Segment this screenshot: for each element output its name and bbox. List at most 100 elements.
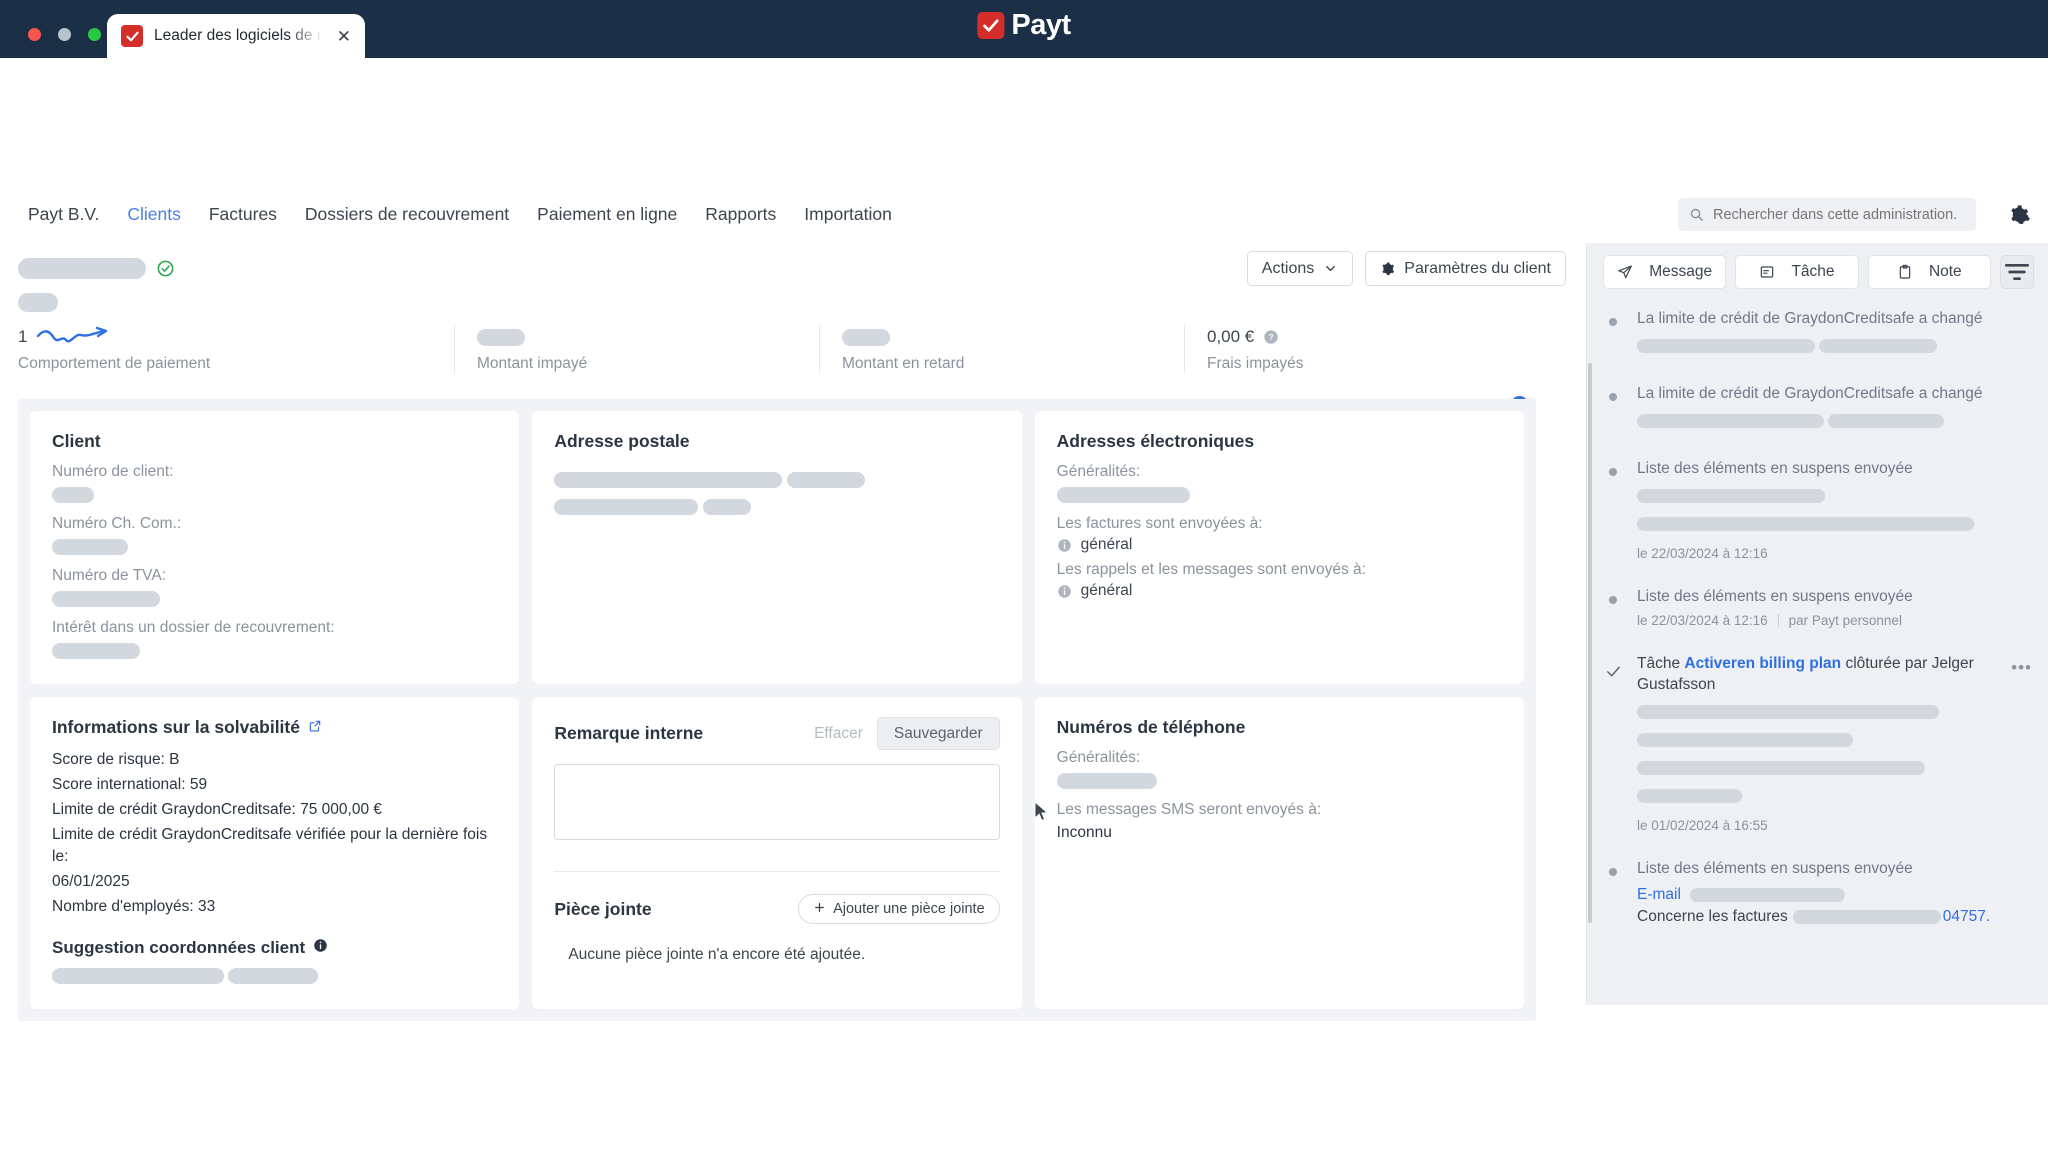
feed-item[interactable]: Liste des éléments en suspens envoyée le… [1603,459,2032,561]
search-input[interactable] [1713,206,1965,223]
nav-item-payt-bv[interactable]: Payt B.V. [28,203,100,224]
browser-tab-title: Leader des logiciels de re [154,27,326,44]
suggestion-line-1-redacted [52,968,224,984]
help-circle-icon[interactable]: ? [1263,329,1279,345]
info-icon[interactable] [1057,538,1072,553]
solvency-line-risk-score: Score de risque: B [52,751,180,768]
card-internal-remark: Remarque interne Effacer Sauvegarder Piè… [532,697,1022,1009]
verified-check-icon [156,259,175,278]
activity-sidebar: Message Tâche Note La limite de crédit d… [1586,243,2048,1005]
feed-item-title: La limite de crédit de GraydonCreditsafe… [1637,384,1983,402]
plus-icon [813,901,826,918]
card-client-title: Client [52,431,101,451]
suggestion-title-text: Suggestion coordonnées client [52,938,306,957]
feed-item-timestamp: le 22/03/2024 à 12:16 [1637,545,1768,561]
feed-item-redacted-line [1637,488,1825,503]
feed-item-timestamp: le 22/03/2024 à 12:16 [1637,612,1768,628]
gear-icon[interactable] [2008,204,2030,226]
nav-item-factures[interactable]: Factures [208,203,277,224]
feed-item-meta: le 01/02/2024 à 16:55 [1637,818,2032,833]
new-task-button[interactable]: Tâche [1735,255,1859,289]
card-client: Client Numéro de client: Numéro Ch. Com.… [30,411,520,684]
card-phone-numbers: Numéros de téléphone Généralités: Les me… [1034,697,1524,1009]
activity-feed[interactable]: La limite de crédit de GraydonCreditsafe… [1587,301,2048,1001]
client-header [18,258,175,317]
feed-item[interactable]: La limite de crédit de GraydonCreditsafe… [1603,309,2032,358]
external-link-icon[interactable] [308,717,322,738]
close-icon[interactable]: ✕ [336,26,351,46]
new-message-button[interactable]: Message [1603,255,1727,289]
card-phones-title: Numéros de téléphone [1056,717,1246,737]
stats-row: 1 Comportement de paiement Montant impay… [18,325,1536,439]
internal-remark-textarea[interactable] [554,764,1000,840]
feed-item-title: Liste des éléments en suspens envoyée [1637,587,1913,605]
attachment-title: Pièce jointe [554,898,652,919]
feed-item-task[interactable]: Tâche Activeren billing plan clôturée pa… [1603,654,2032,833]
feed-item-meta: le 22/03/2024 à 12:16 par Payt personnel [1637,613,2032,628]
phones-sms-value: Inconnu [1056,824,1112,841]
nav-item-importation[interactable]: Importation [804,203,892,224]
filter-button[interactable] [1999,255,2034,289]
client-name-redacted [18,258,146,279]
save-remark-button[interactable]: Sauvegarder [876,717,1000,750]
maximize-window-button[interactable] [88,28,101,41]
nav-item-dossiers[interactable]: Dossiers de recouvrement [304,203,510,224]
solvency-line-international-score: Score international: 59 [52,776,208,793]
browser-tab[interactable]: Leader des logiciels de re ✕ [107,14,365,58]
task-link[interactable]: Activeren billing plan [1684,654,1842,672]
email-value-redacted [1689,888,1845,903]
clear-remark-button[interactable]: Effacer [814,724,863,742]
sidebar-scrollbar[interactable] [1588,363,1592,923]
actions-button[interactable]: Actions [1246,251,1354,286]
window-controls [28,28,101,41]
add-attachment-button[interactable]: Ajouter une pièce jointe [798,894,1000,924]
feed-item-author: par Payt personnel [1788,612,1902,628]
minimize-window-button[interactable] [58,28,71,41]
check-icon [1603,654,1623,833]
invoice-number-suffix[interactable]: 04757. [1942,908,1991,926]
feed-item[interactable]: Liste des éléments en suspens envoyée E-… [1603,859,2032,927]
email-link[interactable]: E-mail [1637,886,1681,904]
client-settings-button[interactable]: Paramètres du client [1365,251,1566,286]
new-task-label: Tâche [1791,263,1835,280]
info-icon[interactable] [313,938,328,958]
feed-item-redacted-line [1819,338,1938,353]
nav-right-tools [1678,198,2030,231]
emails-invoices-label: Les factures sont envoyées à: [1056,515,1263,532]
payt-wordmark: Payt [1011,9,1071,41]
field-label-vat-number: Numéro de TVA: [52,567,167,584]
gear-icon [1382,262,1395,276]
stat-overdue-value-redacted [842,328,890,346]
send-icon [1618,265,1633,279]
field-label-collection-interest: Intérêt dans un dossier de recouvrement: [52,619,335,636]
app-navigation: Payt B.V. Clients Factures Dossiers de r… [0,185,2048,243]
stat-unpaid-amount: Montant impayé [454,325,819,373]
nav-item-paiement-en-ligne[interactable]: Paiement en ligne [537,203,678,224]
feed-item-title: Liste des éléments en suspens envoyée [1637,459,1913,477]
info-icon[interactable] [1057,584,1072,599]
field-value-vat-number-redacted [52,591,160,607]
client-settings-label: Paramètres du client [1404,259,1551,277]
search-box[interactable] [1678,198,1976,231]
feed-item[interactable]: Liste des éléments en suspens envoyée le… [1603,587,2032,628]
nav-item-clients[interactable]: Clients [127,203,181,224]
actions-button-label: Actions [1261,259,1315,277]
field-value-collection-interest-redacted [52,643,140,659]
new-note-label: Note [1928,263,1962,280]
new-note-button[interactable]: Note [1867,255,1991,289]
close-window-button[interactable] [28,28,41,41]
card-address-title: Adresse postale [554,431,690,451]
stat-overdue-amount: Montant en retard [819,325,1184,373]
stat-overdue-label: Montant en retard [842,355,965,372]
feed-item[interactable]: La limite de crédit de GraydonCreditsafe… [1603,384,2032,433]
nav-item-rapports[interactable]: Rapports [705,203,777,224]
emails-invoices-row: général [1057,536,1502,554]
feed-item-redacted-line [1637,760,1925,775]
field-value-client-number-redacted [52,487,94,503]
feed-item-redacted-line [1637,732,1853,747]
card-remark-title: Remarque interne [554,723,704,743]
suggestion-line-2-redacted [228,968,319,984]
feed-item-menu-icon[interactable]: ••• [2011,657,2032,677]
sidebar-actions: Message Tâche Note [1587,243,2048,301]
